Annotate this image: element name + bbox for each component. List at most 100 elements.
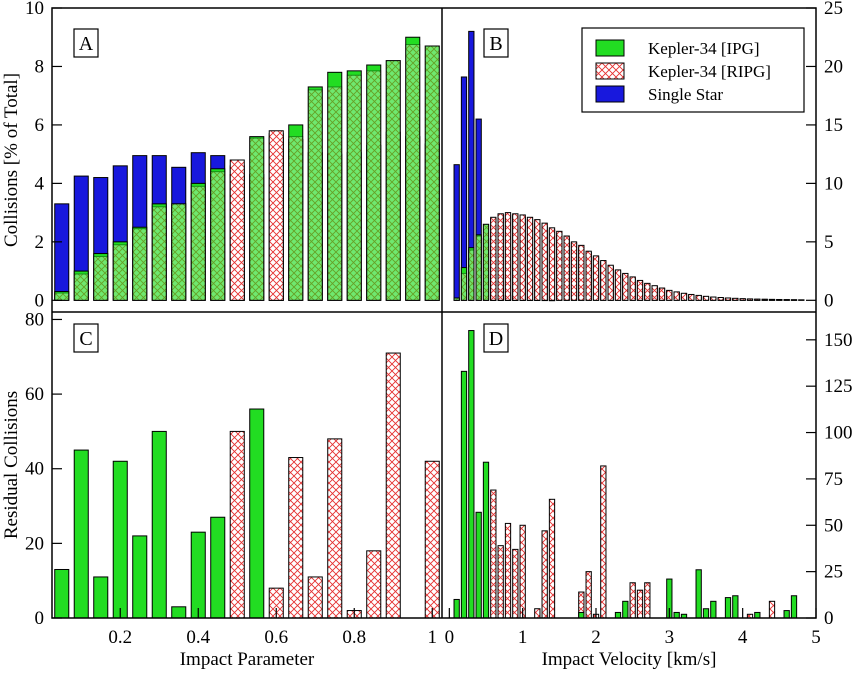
bar-b-ripg-11 — [534, 219, 541, 301]
bar-b-ripg-14 — [556, 230, 563, 301]
y-axis-label-bottom: Residual Collisions — [1, 391, 22, 539]
legend-label-ipg: Kepler-34 [IPG] — [648, 39, 760, 58]
bar-b-ripg-7 — [504, 212, 512, 301]
bar-b-ripg-42 — [761, 298, 768, 301]
bar-b-ripg-20 — [600, 260, 607, 301]
bar-b-ripg-1 — [460, 272, 468, 301]
panel-tag-c: C — [73, 323, 99, 353]
bar-b-ripg-27 — [651, 285, 658, 301]
bar-d-ripg-43 — [768, 600, 776, 618]
bar-d-ripg-9 — [519, 524, 526, 618]
bar-c-ipg-8 — [210, 516, 226, 618]
x-tick-label-c-2: 0.6 — [264, 627, 288, 648]
y-tick-label-d-3: 75 — [824, 469, 843, 490]
bar-a-ripg-19 — [424, 45, 440, 301]
bar-b-ripg-30 — [673, 291, 680, 301]
y-tick-label-c-3: 60 — [25, 384, 44, 405]
bar-b-ripg-39 — [739, 298, 746, 301]
bar-d-ripg-8 — [512, 548, 519, 618]
bar-b-ripg-43 — [768, 298, 776, 301]
bar-d-ipg-46 — [790, 595, 798, 618]
bar-b-ripg-21 — [607, 264, 614, 301]
svg-text:D: D — [489, 328, 503, 350]
panel-b-bars — [453, 30, 805, 302]
bar-c-ipg-7 — [190, 531, 206, 618]
bar-d-ripg-13 — [548, 498, 556, 618]
bar-d-ripg-26 — [644, 582, 651, 618]
y-tick-label-b-2: 10 — [824, 173, 843, 194]
bar-a-ripg-17 — [385, 60, 401, 301]
bar-d-ripg-5 — [490, 489, 497, 618]
bar-d-ipg-23 — [622, 600, 629, 618]
bar-c-ipg-4 — [132, 535, 148, 618]
x-tick-label-d-1: 1 — [518, 627, 528, 648]
bar-c-ripg-11 — [268, 587, 284, 618]
x-axis-label-right: Impact Velocity [km/s] — [542, 649, 717, 670]
y-tick-label-b-0: 0 — [824, 290, 834, 311]
x-tick-label-d-5: 5 — [811, 627, 821, 648]
bar-c-ipg-3 — [112, 460, 128, 618]
svg-text:C: C — [79, 328, 92, 350]
bar-d-ipg-22 — [614, 611, 622, 618]
bar-c-ipg-2 — [93, 576, 109, 618]
panel-d-bars — [453, 330, 798, 618]
bar-c-ripg-9 — [229, 430, 245, 618]
bar-c-ripg-12 — [288, 457, 304, 618]
bar-b-ripg-31 — [680, 292, 688, 301]
bar-b-ripg-17 — [578, 244, 585, 301]
x-tick-label-d-3: 3 — [665, 627, 675, 648]
bar-b-ripg-24 — [629, 276, 636, 301]
bar-b-single-star-0 — [453, 164, 460, 301]
bar-d-ripg-18 — [585, 571, 592, 618]
bar-b-ripg-12 — [541, 222, 548, 301]
bar-b-ripg-2 — [468, 249, 475, 301]
bar-d-ipg-2 — [468, 330, 475, 618]
bar-b-ripg-8 — [512, 213, 519, 301]
bar-b-ripg-45 — [783, 299, 790, 301]
bar-b-ripg-26 — [644, 282, 651, 301]
bar-b-ripg-35 — [710, 296, 717, 301]
panel-tag-a: A — [73, 28, 99, 58]
bar-a-ripg-16 — [366, 70, 382, 301]
y-tick-label-a-0: 0 — [35, 290, 45, 311]
bar-c-ipg-1 — [73, 449, 89, 618]
bar-a-single-star-0 — [54, 203, 70, 301]
bar-a-ripg-13 — [307, 89, 323, 301]
bar-a-ripg-1 — [73, 273, 89, 301]
bar-d-ripg-7 — [504, 522, 512, 618]
bar-b-ripg-19 — [592, 255, 600, 301]
bar-a-ripg-6 — [171, 203, 187, 301]
bar-a-ripg-0 — [54, 292, 70, 301]
panel-c-bars — [54, 352, 440, 618]
bar-c-ipg-10 — [249, 408, 265, 618]
bar-b-ripg-3 — [475, 235, 482, 301]
bar-c-ripg-13 — [307, 576, 323, 618]
bar-b-ripg-18 — [585, 250, 592, 301]
bar-a-ripg-10 — [249, 137, 265, 301]
x-tick-label-d-4: 4 — [738, 627, 748, 648]
bar-d-ipg-4 — [482, 461, 490, 618]
y-tick-label-a-4: 8 — [35, 56, 45, 77]
legend-swatch-ipg — [595, 39, 625, 57]
bar-d-ipg-33 — [695, 569, 702, 618]
y-tick-label-b-3: 15 — [824, 115, 843, 136]
bar-b-ripg-44 — [776, 298, 783, 301]
bar-d-ripg-25 — [636, 589, 644, 618]
y-tick-label-b-1: 5 — [824, 232, 834, 253]
bar-c-ripg-19 — [424, 460, 440, 618]
bar-b-ripg-4 — [482, 223, 490, 301]
bar-d-ipg-17 — [578, 611, 585, 618]
bar-a-ripg-12 — [288, 136, 304, 301]
bar-d-ripg-11 — [534, 608, 541, 618]
x-tick-label-c-3: 0.8 — [342, 627, 366, 648]
bar-b-ripg-5 — [490, 216, 497, 301]
bar-b-ripg-34 — [702, 295, 710, 301]
x-tick-label-c-0: 0.2 — [108, 627, 132, 648]
bar-d-ipg-45 — [783, 610, 790, 618]
y-tick-label-c-2: 40 — [25, 459, 44, 480]
y-tick-label-c-1: 20 — [25, 533, 44, 554]
bar-c-ipg-5 — [151, 430, 167, 618]
bar-a-ripg-8 — [210, 171, 226, 301]
